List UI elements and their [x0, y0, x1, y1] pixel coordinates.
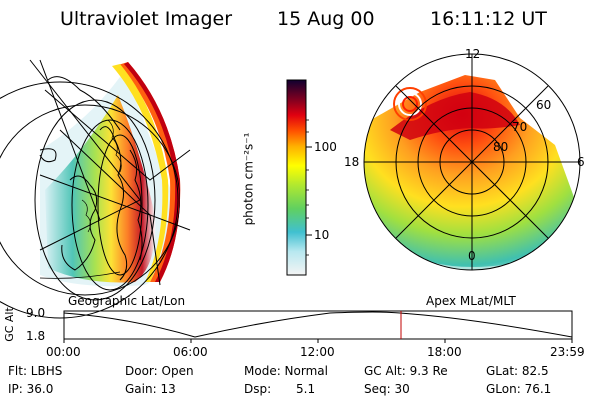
mlt-label-6: 6	[577, 155, 585, 169]
colorbar-tick-10: 10	[314, 228, 330, 242]
colorbar-unit-label: photon cm⁻²s⁻¹	[241, 132, 256, 226]
gcalt-axis-label: GC Alt	[2, 307, 16, 342]
time-label: 16:11:12 UT	[430, 8, 547, 30]
mlt-label-18: 18	[344, 155, 360, 169]
geographic-map	[0, 59, 191, 319]
mlat-label-80: 80	[493, 140, 509, 154]
gcalt-tick-1.8: 1.8	[26, 329, 46, 343]
mlt-label-0: 0	[468, 249, 476, 263]
time-tick-0000: 00:00	[46, 345, 81, 359]
instrument-title: Ultraviolet Imager	[60, 8, 233, 30]
gcalt-tick-9: 9.0	[26, 306, 46, 320]
colorbar	[286, 79, 312, 276]
info-glat: GLat: 82.5	[486, 364, 549, 378]
time-tick-1200: 12:00	[300, 345, 335, 359]
mlt-label-12: 12	[465, 47, 481, 61]
mlat-label-60: 60	[536, 98, 552, 112]
colorbar-tick-100: 100	[314, 140, 337, 154]
time-tick-2359: 23:59	[550, 345, 585, 359]
info-ip: IP: 36.0	[8, 382, 54, 396]
info-gain: Gain: 13	[125, 382, 176, 396]
info-dsp-value: 5.1	[296, 382, 316, 396]
time-tick-0600: 06:00	[173, 345, 208, 359]
info-gcalt: GC Alt: 9.3 Re	[364, 364, 448, 378]
info-flt: Flt: LBHS	[8, 364, 63, 378]
geographic-caption: Geographic Lat/Lon	[68, 294, 186, 308]
time-tick-1800: 18:00	[427, 345, 462, 359]
polar-plot	[363, 53, 581, 271]
apex-caption: Apex MLat/MLT	[426, 294, 516, 308]
info-dsp-label: Dsp:	[244, 382, 272, 396]
info-glon: GLon: 76.1	[486, 382, 552, 396]
info-seq: Seq: 30	[364, 382, 410, 396]
date-label: 15 Aug 00	[277, 8, 375, 30]
info-mode: Mode: Normal	[244, 364, 328, 378]
altitude-plot	[63, 310, 573, 343]
info-door: Door: Open	[125, 364, 194, 378]
mlat-label-70: 70	[512, 120, 528, 134]
